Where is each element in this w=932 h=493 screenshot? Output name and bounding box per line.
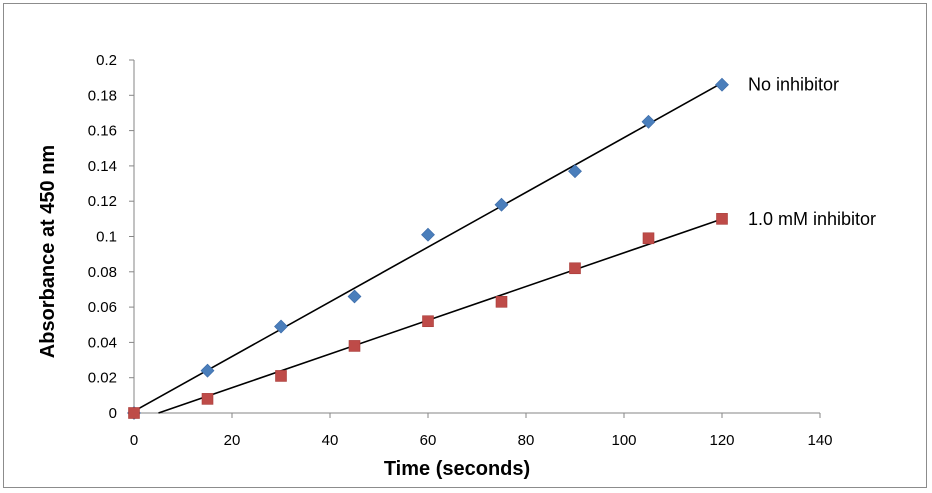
- y-tick-label: 0.1: [96, 229, 117, 246]
- y-tick-label: 0.18: [88, 87, 117, 104]
- y-tick-label: 0: [109, 405, 117, 422]
- axes: 0 20 40 60 80 100 120 140 0 0.02 0.04 0.06 0.08 0.1 0.…: [88, 52, 833, 449]
- data-point-square: [275, 370, 287, 382]
- data-point-diamond: [568, 164, 582, 179]
- y-tick-label: 0.2: [96, 52, 117, 69]
- data-point-square: [201, 393, 214, 405]
- data-point-diamond: [641, 114, 656, 129]
- y-tick-label: 0.14: [88, 158, 117, 175]
- y-tick-label: 0.06: [88, 299, 117, 316]
- x-tick-label: 80: [518, 432, 535, 449]
- x-tick-label: 20: [224, 432, 241, 449]
- series-label-inhibitor: 1.0 mM inhibitor: [748, 209, 876, 229]
- trendline-inhibitor: [158, 218, 723, 414]
- series-label-no-inhibitor: No inhibitor: [748, 75, 839, 95]
- y-tick-label: 0.16: [88, 123, 117, 140]
- x-axis-title: Time (seconds): [384, 458, 530, 480]
- trendline-no-inhibitor: [133, 82, 723, 412]
- x-tick-label: 40: [322, 432, 339, 449]
- data-point-square: [422, 315, 434, 328]
- data-point-square: [716, 213, 728, 225]
- trendlines: [133, 82, 723, 414]
- y-axis-title: Absorbance at 450 nm: [37, 145, 59, 358]
- data-point-diamond: [347, 289, 362, 304]
- y-tick-label: 0.12: [88, 193, 117, 210]
- y-tick-label: 0.08: [88, 264, 117, 281]
- y-tick-label: 0.04: [88, 334, 117, 351]
- x-tick-label: 120: [709, 432, 734, 449]
- data-point-square: [348, 340, 361, 352]
- data-point-square: [642, 232, 655, 245]
- data-point-square: [495, 296, 508, 308]
- data-point-diamond: [200, 363, 215, 378]
- data-points: [127, 77, 729, 420]
- x-tick-label: 140: [807, 432, 832, 449]
- x-tick-label: 60: [420, 432, 437, 449]
- data-point-diamond: [274, 319, 288, 334]
- data-point-diamond: [421, 227, 435, 242]
- data-point-square: [569, 262, 581, 275]
- data-point-diamond: [494, 197, 509, 212]
- y-tick-label: 0.02: [88, 370, 117, 387]
- series-labels: No inhibitor 1.0 mM inhibitor: [748, 75, 876, 229]
- chart-frame: [3, 3, 927, 488]
- data-point-diamond: [715, 77, 729, 92]
- x-tick-label: 0: [130, 432, 138, 449]
- x-tick-label: 100: [611, 432, 636, 449]
- data-point-square: [128, 407, 140, 419]
